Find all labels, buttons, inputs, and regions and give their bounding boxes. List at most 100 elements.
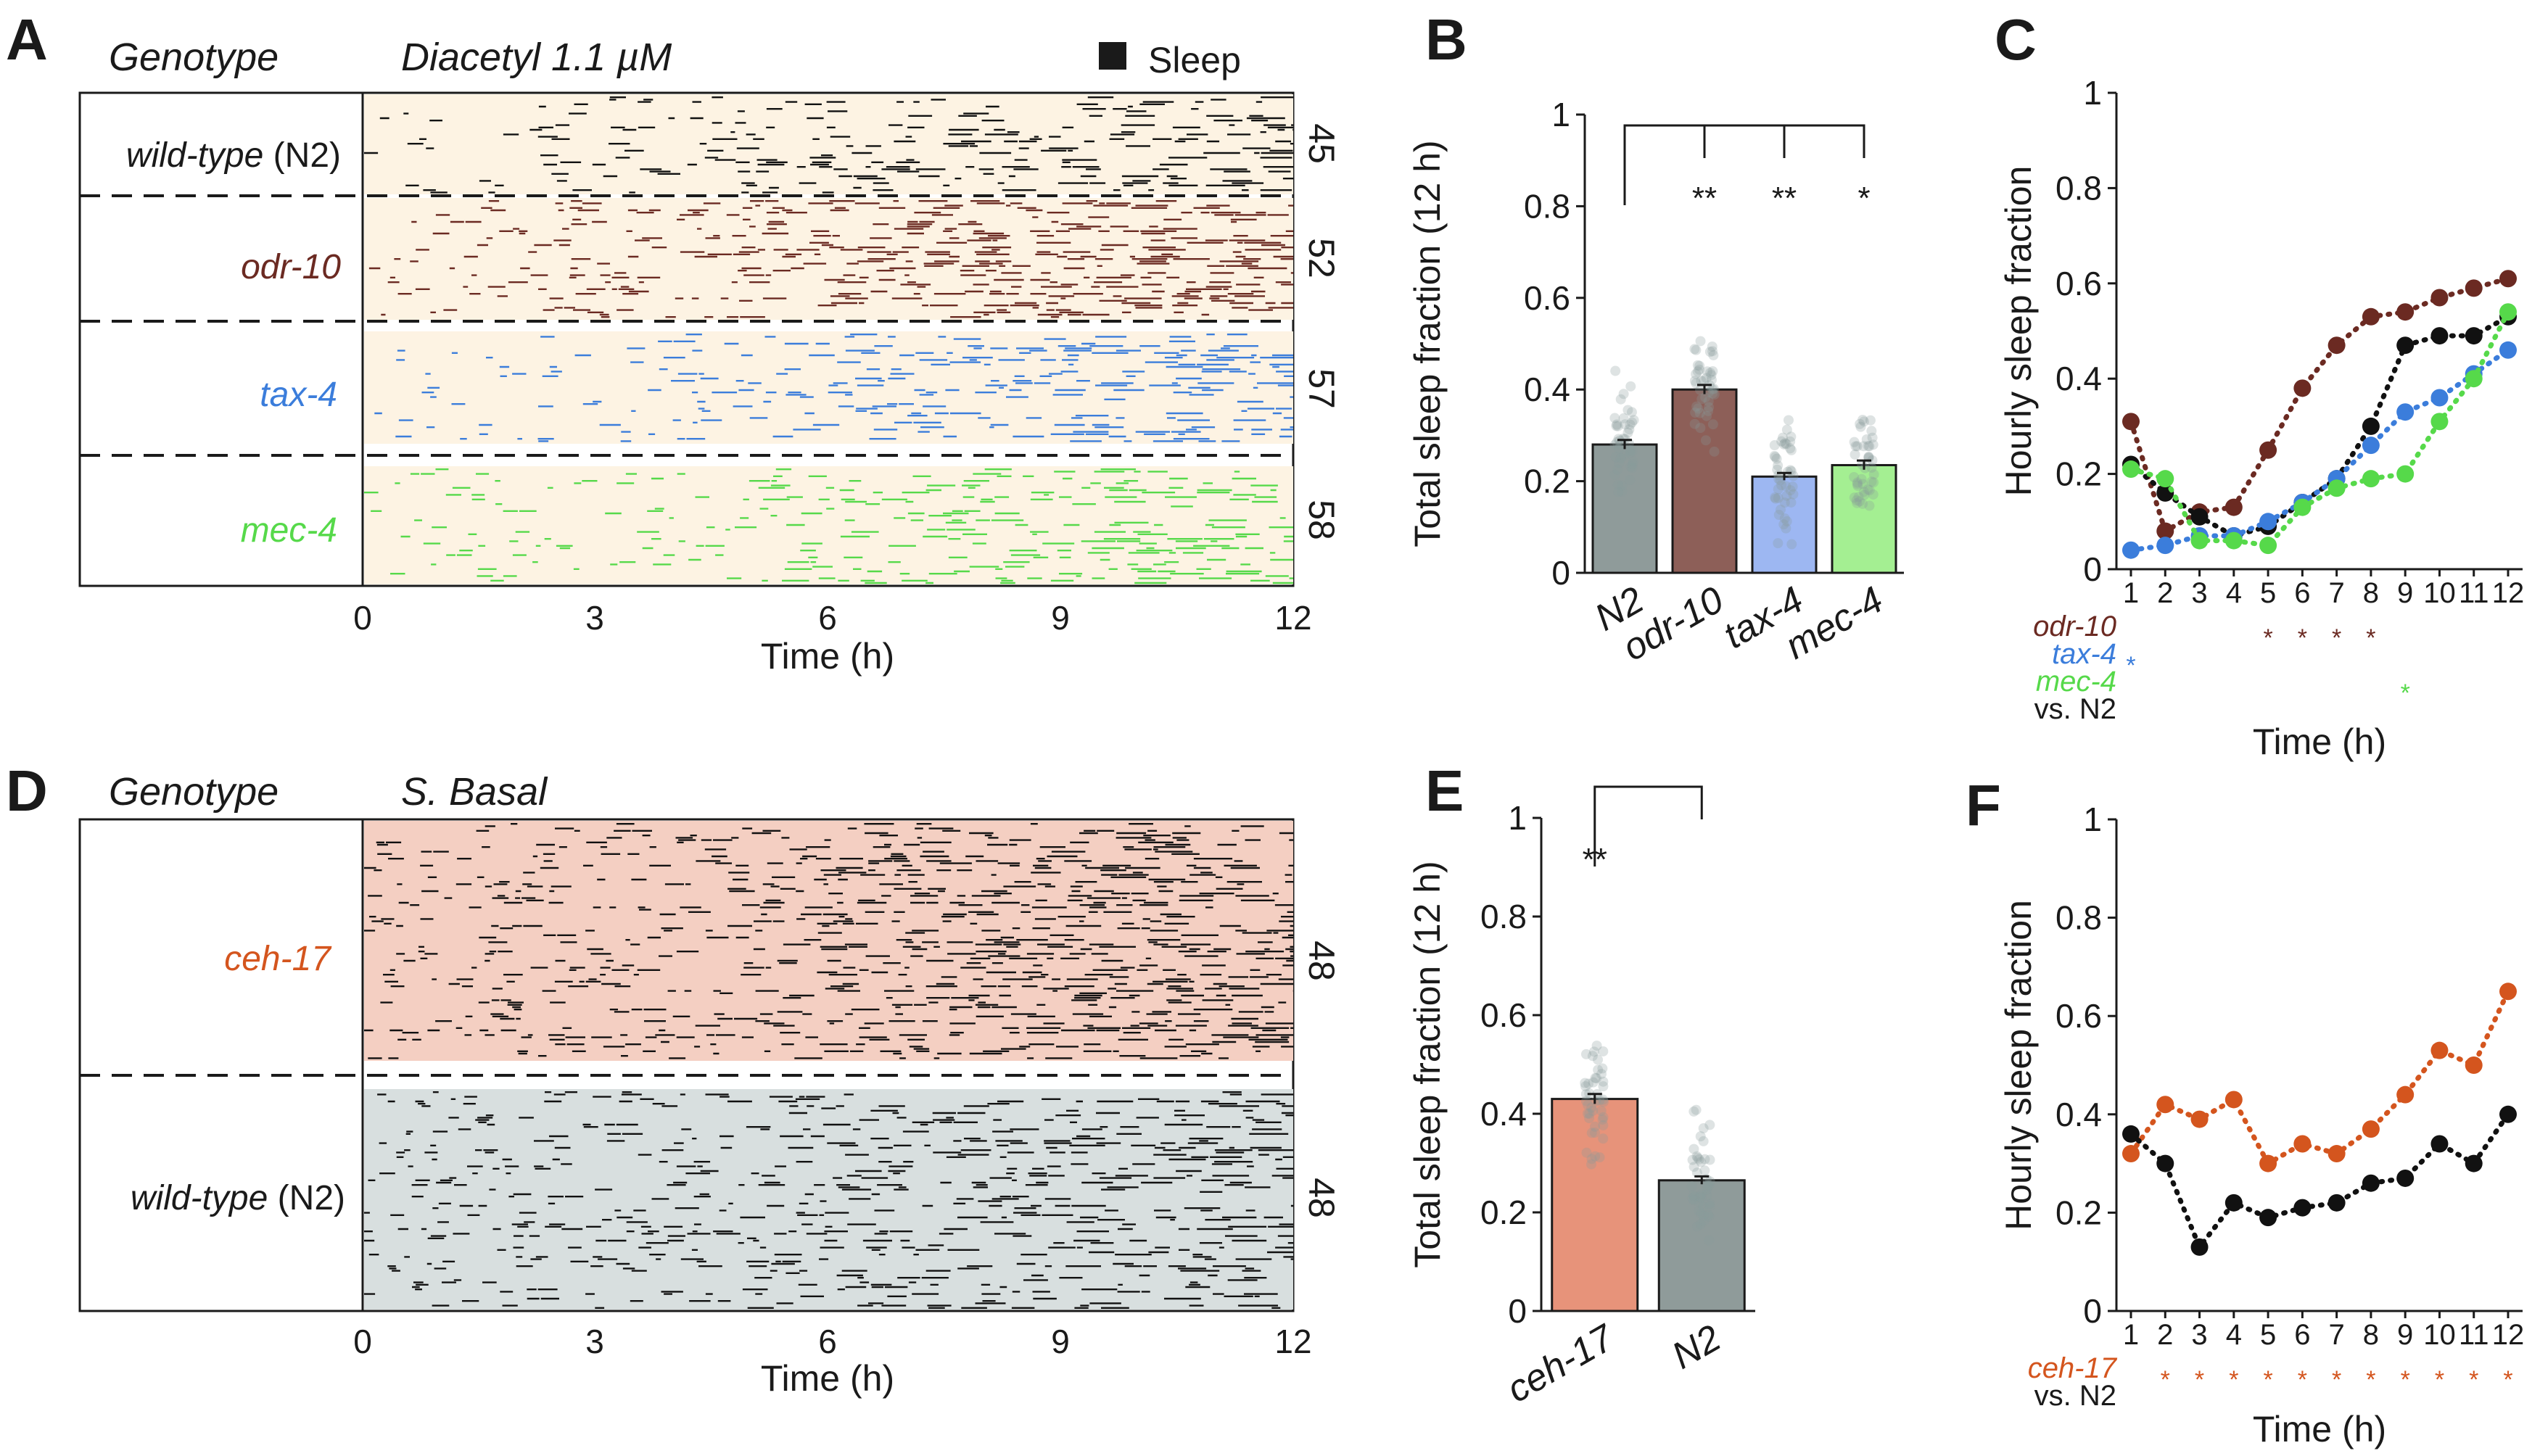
data-point — [2122, 460, 2140, 479]
data-point — [1593, 1064, 1604, 1075]
data-point — [2224, 1194, 2243, 1212]
data-point — [1692, 1152, 1703, 1163]
x-ticks: 0 3 6 9 12 — [353, 599, 1311, 637]
data-point — [1770, 493, 1781, 504]
y-tick-label: 1 — [1551, 96, 1570, 133]
significance-star: * — [2298, 1366, 2307, 1394]
series-line — [2128, 309, 2511, 548]
x-tick: 3 — [585, 599, 604, 637]
significance-star: * — [2469, 1366, 2478, 1394]
significance-star: * — [2401, 1366, 2410, 1394]
data-point — [1617, 486, 1628, 497]
data-point — [1620, 419, 1630, 430]
data-point — [1707, 341, 1718, 352]
data-point — [2327, 336, 2346, 355]
sleep-bouts — [363, 1091, 1293, 1309]
y-tick-label: 0.8 — [1480, 898, 1527, 935]
data-point — [1691, 378, 1702, 389]
data-point — [2430, 327, 2449, 345]
data-point — [1692, 360, 1703, 371]
data-point — [1698, 1123, 1709, 1134]
y-tick-label: 0.4 — [2055, 1096, 2102, 1133]
y-axis-label: Total sleep fraction (12 h) — [1407, 140, 1448, 547]
data-point — [1686, 1180, 1697, 1191]
data-point — [2293, 1135, 2312, 1153]
sleep-bouts — [363, 468, 1293, 584]
data-point — [1598, 1096, 1609, 1107]
data-point — [1586, 1102, 1597, 1113]
data-point — [1699, 376, 1710, 386]
data-point — [2122, 413, 2140, 431]
x-tick: 6 — [818, 599, 837, 637]
data-point — [1696, 375, 1707, 386]
data-point — [2430, 1135, 2449, 1153]
data-point — [1785, 436, 1796, 447]
data-point — [1770, 452, 1781, 463]
series-line — [2128, 314, 2511, 539]
data-point — [1702, 1190, 1712, 1201]
y-tick-label: 0 — [2083, 1292, 2102, 1330]
x-tick: 9 — [1051, 599, 1070, 637]
data-point — [2465, 279, 2483, 297]
data-point — [1689, 376, 1700, 386]
data-point — [1598, 1076, 1609, 1087]
data-point — [1597, 1063, 1608, 1074]
data-point — [1706, 374, 1717, 385]
significance-star: * — [2332, 624, 2341, 652]
data-point — [1704, 1211, 1715, 1222]
data-point — [1584, 1113, 1595, 1124]
genotype-label-tax-4: tax-4 — [260, 376, 337, 414]
data-point — [1691, 1167, 1702, 1178]
data-point — [1590, 1072, 1601, 1083]
data-point — [1699, 1216, 1710, 1227]
data-point — [1856, 473, 1867, 484]
y-tick-label: 1 — [2083, 74, 2102, 112]
bar — [1551, 1098, 1639, 1312]
data-point — [1703, 405, 1714, 416]
data-point — [2259, 1209, 2277, 1227]
data-point — [1709, 389, 1720, 400]
count-tax-4: 57 — [1301, 368, 1342, 409]
raster-rows — [363, 94, 1293, 584]
data-point — [2224, 531, 2243, 550]
data-point — [1786, 539, 1797, 550]
data-point — [2190, 1238, 2209, 1256]
data-point — [1588, 1077, 1599, 1088]
data-point — [1627, 459, 1638, 470]
data-point — [1596, 1105, 1607, 1116]
data-point — [1707, 346, 1718, 357]
data-point — [1702, 366, 1712, 377]
data-point — [1704, 1198, 1715, 1209]
data-point — [1866, 476, 1877, 487]
data-point — [1788, 489, 1799, 500]
data-point — [1778, 439, 1789, 450]
x-tick: 12 — [1274, 1323, 1311, 1360]
data-point — [1855, 418, 1865, 429]
significance-mark: ** — [1583, 842, 1607, 877]
data-point — [1695, 1219, 1706, 1230]
data-point — [2259, 1154, 2277, 1172]
data-point — [1581, 1147, 1592, 1158]
data-point — [1580, 1088, 1591, 1099]
data-point — [1615, 452, 1626, 463]
y-tick-label: 0.2 — [2055, 1194, 2102, 1231]
data-point — [1625, 419, 1636, 430]
data-point — [1781, 516, 1792, 527]
data-point — [1596, 1069, 1607, 1080]
x-tick-label: 5 — [2260, 577, 2276, 609]
data-point — [1590, 1151, 1601, 1162]
data-point — [1688, 1162, 1699, 1172]
data-point — [1610, 452, 1621, 463]
data-point — [1852, 477, 1863, 488]
genotype-label-wild-type: wild-type (N2) — [126, 136, 341, 175]
data-point — [1776, 436, 1787, 447]
data-point — [1609, 439, 1620, 450]
data-point — [1773, 460, 1784, 471]
y-axis-label: Hourly sleep fraction — [1998, 900, 2039, 1230]
data-point — [2362, 1120, 2380, 1138]
data-point — [2156, 537, 2174, 555]
data-point — [1615, 394, 1626, 405]
data-point — [1867, 455, 1878, 466]
